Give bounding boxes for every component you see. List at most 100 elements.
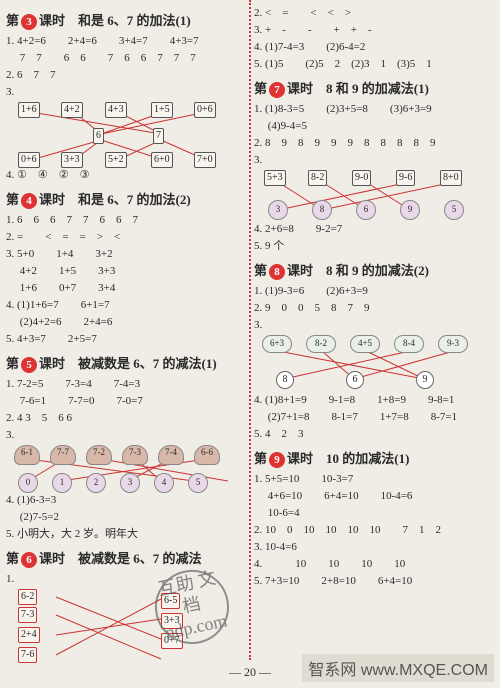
l3-row1b: 7 7 6 6 7 6 6 7 7 7 (6, 51, 242, 66)
l3-mid-1: 7 (153, 128, 164, 144)
r9-r1b: 4+6=10 6+4=10 10-4=6 (254, 489, 490, 504)
r-top-r4: 4. (1)7-4=3 (2)6-4=2 (254, 40, 490, 55)
l5-r1: 1. 7-2=5 7-3=4 7-4=3 (6, 377, 242, 392)
l5-top-1: 7-7 (50, 445, 76, 465)
r7-top-2: 9-0 (352, 170, 371, 186)
l5-bot-4: 4 (154, 473, 174, 493)
r7-r1b: (4)9-4=5 (254, 119, 490, 134)
l5-diagram: 6-1 7-7 7-2 7-3 7-4 6-6 0 1 2 3 4 5 (6, 445, 242, 491)
r-top-r5: 5. (1)5 (2)5 2 (2)3 1 (3)5 1 (254, 57, 490, 72)
l5-r4: 4. (1)6-3=3 (6, 493, 242, 508)
r8-diagram: 6+3 8-2 4+5 8-4 9-3 8 6 9 (254, 335, 490, 391)
lesson-3-title: 第3课时 和是 6、7 的加法(1) (6, 10, 246, 30)
l3-bot-2: 5+2 (105, 152, 127, 168)
r9-r2: 2. 10 0 10 10 10 10 7 1 2 (254, 523, 490, 538)
r9-r5: 5. 7+3=10 2+8=10 6+4=10 (254, 574, 490, 589)
l4-r3c: 1+6 0+7 3+4 (6, 281, 242, 296)
l3-row4: 4. ① ④ ② ③ (6, 168, 242, 183)
r7-top-4: 8+0 (440, 170, 462, 186)
badge-6: 6 (21, 552, 37, 568)
r7-bot-4: 5 (444, 200, 464, 220)
r8-top-2: 4+5 (350, 335, 380, 353)
l4-r4: 4. (1)1+6=7 6+1=7 (6, 298, 242, 313)
left-column: 第3课时 和是 6、7 的加法(1) 1. 4+2=6 2+4=6 3+4=7 … (0, 0, 248, 660)
l5-r1b: 7-6=1 7-7=0 7-0=7 (6, 394, 242, 409)
r7-r1: 1. (1)8-3=5 (2)3+5=8 (3)6+3=9 (254, 102, 490, 117)
badge-9: 9 (269, 452, 285, 468)
r8-r4: 4. (1)8+1=9 9-1=8 1+8=9 9-8=1 (254, 393, 490, 408)
l4-r3: 3. 5+0 1+4 3+2 (6, 247, 242, 262)
l3-top-3: 1+5 (151, 102, 173, 118)
r7-bot-1: 8 (312, 200, 332, 220)
l3-bot-0: 0+6 (18, 152, 40, 168)
r7-top-1: 8-2 (308, 170, 327, 186)
l5-bot-1: 1 (52, 473, 72, 493)
l4-r2: 2. = < = = > < (6, 230, 242, 245)
r7-r4: 4. 2+6=8 9-2=7 (254, 222, 490, 237)
l4-r4b: (2)4+2=6 2+4=6 (6, 315, 242, 330)
r8-top-3: 8-4 (394, 335, 424, 353)
l3-bot-1: 3+3 (61, 152, 83, 168)
l5-bot-5: 5 (188, 473, 208, 493)
l5-top-5: 6-6 (194, 445, 220, 465)
l6-lb-0: 6-2 (18, 589, 37, 605)
lesson-8-title: 第8课时 8 和 9 的加减法(2) (254, 260, 494, 280)
l3-top-1: 4+2 (61, 102, 83, 118)
r-top-r2: 2. < = < < > (254, 6, 490, 21)
l3-top-0: 1+6 (18, 102, 40, 118)
lesson-4-title: 第4课时 和是 6、7 的加法(2) (6, 189, 246, 209)
l3-bot-3: 6+0 (151, 152, 173, 168)
r7-top-0: 5+3 (264, 170, 286, 186)
r8-bot-2: 9 (416, 371, 434, 389)
r-top-r3: 3. + - - + + - (254, 23, 490, 38)
r8-top-4: 9-3 (438, 335, 468, 353)
l5-top-4: 7-4 (158, 445, 184, 465)
lesson-7-title: 第7课时 8 和 9 的加减法(1) (254, 78, 494, 98)
lesson-5-title: 第5课时 被减数是 6、7 的减法(1) (6, 353, 246, 373)
l5-r3-label: 3. (6, 428, 242, 443)
r7-bot-3: 9 (400, 200, 420, 220)
l6-lb-2: 2+4 (18, 627, 40, 643)
l3-row1: 1. 4+2=6 2+4=6 3+4=7 4+3=7 (6, 34, 242, 49)
lesson-6-title: 第6课时 被减数是 6、7 的减法 (6, 548, 246, 568)
r9-r4: 4. 10 10 10 10 (254, 557, 490, 572)
watermark: 智系网 www.MXQE.COM (302, 654, 494, 682)
r7-r2: 2. 8 9 8 9 9 9 8 8 8 8 9 (254, 136, 490, 151)
r8-top-0: 6+3 (262, 335, 292, 353)
column-divider (249, 0, 253, 660)
l5-bot-3: 3 (120, 473, 140, 493)
r8-r2: 2. 9 0 0 5 8 7 9 (254, 301, 490, 316)
r8-r3-label: 3. (254, 318, 490, 333)
l5-r4b: (2)7-5=2 (6, 510, 242, 525)
r9-r3: 3. 10-4=6 (254, 540, 490, 555)
l5-bot-2: 2 (86, 473, 106, 493)
l3-top-4: 0+6 (194, 102, 216, 118)
l6-lb-3: 7-6 (18, 647, 37, 663)
r8-r4b: (2)7+1=8 8-1=7 1+7=8 8-7=1 (254, 410, 490, 425)
badge-7: 7 (269, 82, 285, 98)
l4-r1: 1. 6 6 6 7 7 6 6 7 (6, 213, 242, 228)
badge-4: 4 (21, 193, 37, 209)
r9-r1c: 10-6=4 (254, 506, 490, 521)
l5-top-0: 6-1 (14, 445, 40, 465)
badge-8: 8 (269, 264, 285, 280)
r8-top-1: 8-2 (306, 335, 336, 353)
r8-r1: 1. (1)9-3=6 (2)6+3=9 (254, 284, 490, 299)
l6-lb-1: 7-3 (18, 607, 37, 623)
r8-bot-0: 8 (276, 371, 294, 389)
badge-3: 3 (21, 14, 37, 30)
l3-row3-label: 3. (6, 85, 242, 100)
r7-diagram: 5+3 8-2 9-0 9-6 8+0 3 8 6 9 5 (254, 170, 490, 220)
badge-5: 5 (21, 357, 37, 373)
l5-bot-0: 0 (18, 473, 38, 493)
r8-r5: 5. 4 2 3 (254, 427, 490, 442)
l3-mid-0: 6 (93, 128, 104, 144)
r7-bot-2: 6 (356, 200, 376, 220)
r7-r3-label: 3. (254, 153, 490, 168)
l5-top-3: 7-3 (122, 445, 148, 465)
r8-bot-1: 6 (346, 371, 364, 389)
l3-diagram: 1+6 4+2 4+3 1+5 0+6 6 7 0+6 3+3 5+2 6+0 … (6, 102, 242, 166)
l5-r2: 2. 4 3 5 6 6 (6, 411, 242, 426)
r7-bot-0: 3 (268, 200, 288, 220)
r7-top-3: 9-6 (396, 170, 415, 186)
